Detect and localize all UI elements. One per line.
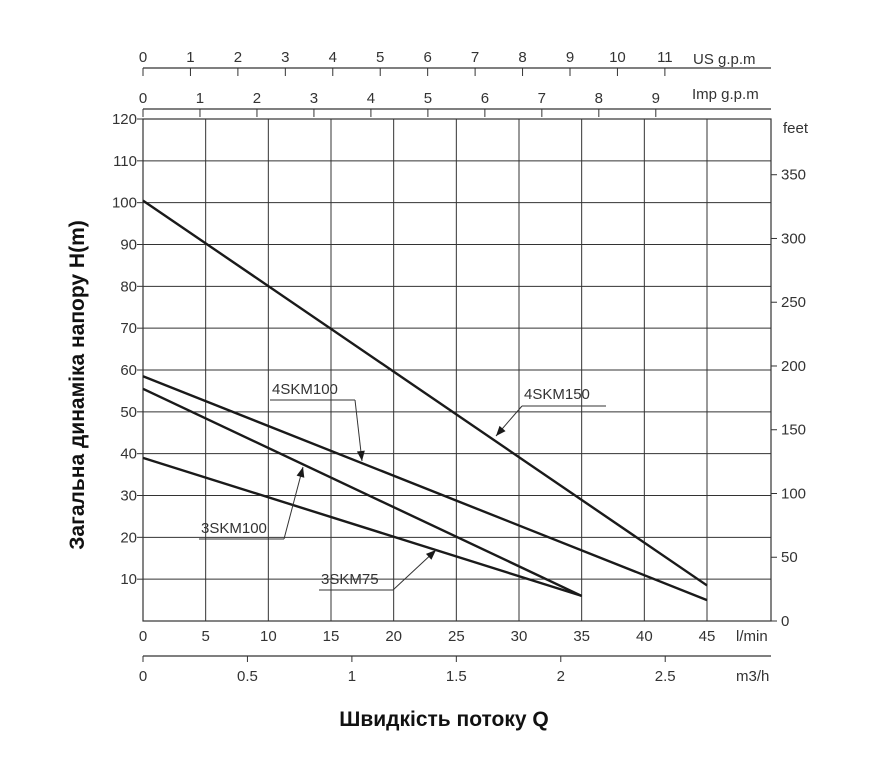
series-leader-arrowhead: [296, 467, 305, 478]
y-tick-label-m: 30: [120, 488, 137, 505]
x-unit-us: US g.p.m: [693, 51, 756, 68]
y-tick-label-m: 90: [120, 237, 137, 254]
series-leader-line: [354, 399, 363, 462]
us-tick-label: 4: [329, 49, 337, 66]
m3h-tick-label: 2.5: [655, 668, 676, 685]
x-tick-label-lmin: 30: [511, 628, 528, 645]
us-tick-label: 2: [234, 49, 242, 66]
imp-tick-label: 0: [139, 90, 147, 107]
series-line: [142, 387, 583, 597]
y-tick-label-m: 10: [120, 571, 137, 588]
imp-tick-label: 8: [595, 90, 603, 107]
imp-tick-label: 2: [253, 90, 261, 107]
series-label: 3SKM75: [321, 571, 379, 588]
imp-tick-label: 6: [481, 90, 489, 107]
m3h-tick-label: 1.5: [446, 668, 467, 685]
y-unit-feet: feet: [783, 120, 809, 137]
feet-tick-label: 100: [781, 485, 806, 502]
imp-tick-label: 4: [367, 90, 375, 107]
x-tick-label-lmin: 15: [323, 628, 340, 645]
us-tick-label: 0: [139, 49, 147, 66]
us-tick-label: 6: [423, 49, 431, 66]
y-tick-label-m: 120: [112, 111, 137, 128]
m3h-tick-label: 2: [557, 668, 565, 685]
series-leader-line: [283, 466, 304, 540]
y-tick-label-m: 20: [120, 529, 137, 546]
y-axis-label: Загальна динаміка напору H(m): [66, 220, 89, 549]
series-labels: 4SKM150 4SKM100 3SKM100 3SKM75: [199, 381, 606, 591]
y-tick-label-m: 80: [120, 278, 137, 295]
us-tick-label: 9: [566, 49, 574, 66]
imp-tick-label: 5: [424, 90, 432, 107]
m3h-tick-label: 1: [348, 668, 356, 685]
x-unit-m3h: m3/h: [736, 668, 769, 685]
feet-tick-label: 200: [781, 358, 806, 375]
x-tick-label-lmin: 20: [385, 628, 402, 645]
x-unit-imp: Imp g.p.m: [692, 86, 759, 103]
series-leader-arrowhead: [496, 425, 506, 436]
imp-tick-label: 3: [310, 90, 318, 107]
y-tick-label-m: 40: [120, 446, 137, 463]
x-unit-lmin: l/min: [736, 628, 768, 645]
x-tick-label-lmin: 0: [139, 628, 147, 645]
feet-tick-label: 300: [781, 230, 806, 247]
grid: [142, 118, 772, 622]
x-tick-label-lmin: 5: [201, 628, 209, 645]
feet-tick-label: 250: [781, 294, 806, 311]
feet-tick-label: 150: [781, 422, 806, 439]
us-tick-label: 10: [609, 49, 626, 66]
y-tick-label-m: 50: [120, 404, 137, 421]
y-tick-label-m: 100: [112, 195, 137, 212]
x-tick-label-lmin: 25: [448, 628, 465, 645]
m3h-tick-label: 0: [139, 668, 147, 685]
series-leader-arrowhead: [425, 550, 436, 560]
us-tick-label: 1: [186, 49, 194, 66]
series-line: [142, 199, 708, 587]
feet-tick-label: 0: [781, 613, 789, 630]
us-tick-label: 11: [657, 49, 673, 66]
y-tick-label-m: 60: [120, 362, 137, 379]
x-tick-label-lmin: 35: [573, 628, 590, 645]
y-tick-label-m: 70: [120, 320, 137, 337]
feet-tick-label: 50: [781, 549, 798, 566]
series-lines: [142, 199, 708, 602]
x-tick-label-lmin: 10: [260, 628, 277, 645]
series-line: [142, 375, 708, 602]
imp-tick-label: 9: [652, 90, 660, 107]
us-tick-label: 8: [518, 49, 526, 66]
x-axis-label: Швидкість потоку Q: [339, 708, 549, 731]
imp-tick-label: 7: [538, 90, 546, 107]
series-label: 3SKM100: [201, 520, 267, 537]
y-tick-label-m: 110: [113, 153, 137, 170]
us-tick-label: 7: [471, 49, 479, 66]
imp-tick-label: 1: [196, 90, 204, 107]
series-line: [142, 456, 583, 598]
series-label: 4SKM150: [524, 386, 590, 403]
axes: 0 5 10 15 20 25 30 35 40 45 l/min10203040506070809…: [112, 49, 809, 685]
x-tick-label-lmin: 45: [699, 628, 716, 645]
series-leader-arrowhead: [356, 450, 365, 461]
x-tick-label-lmin: 40: [636, 628, 653, 645]
series-label: 4SKM100: [272, 381, 338, 398]
us-tick-label: 3: [281, 49, 289, 66]
feet-tick-label: 350: [781, 167, 806, 184]
m3h-tick-label: 0.5: [237, 668, 258, 685]
us-tick-label: 5: [376, 49, 384, 66]
